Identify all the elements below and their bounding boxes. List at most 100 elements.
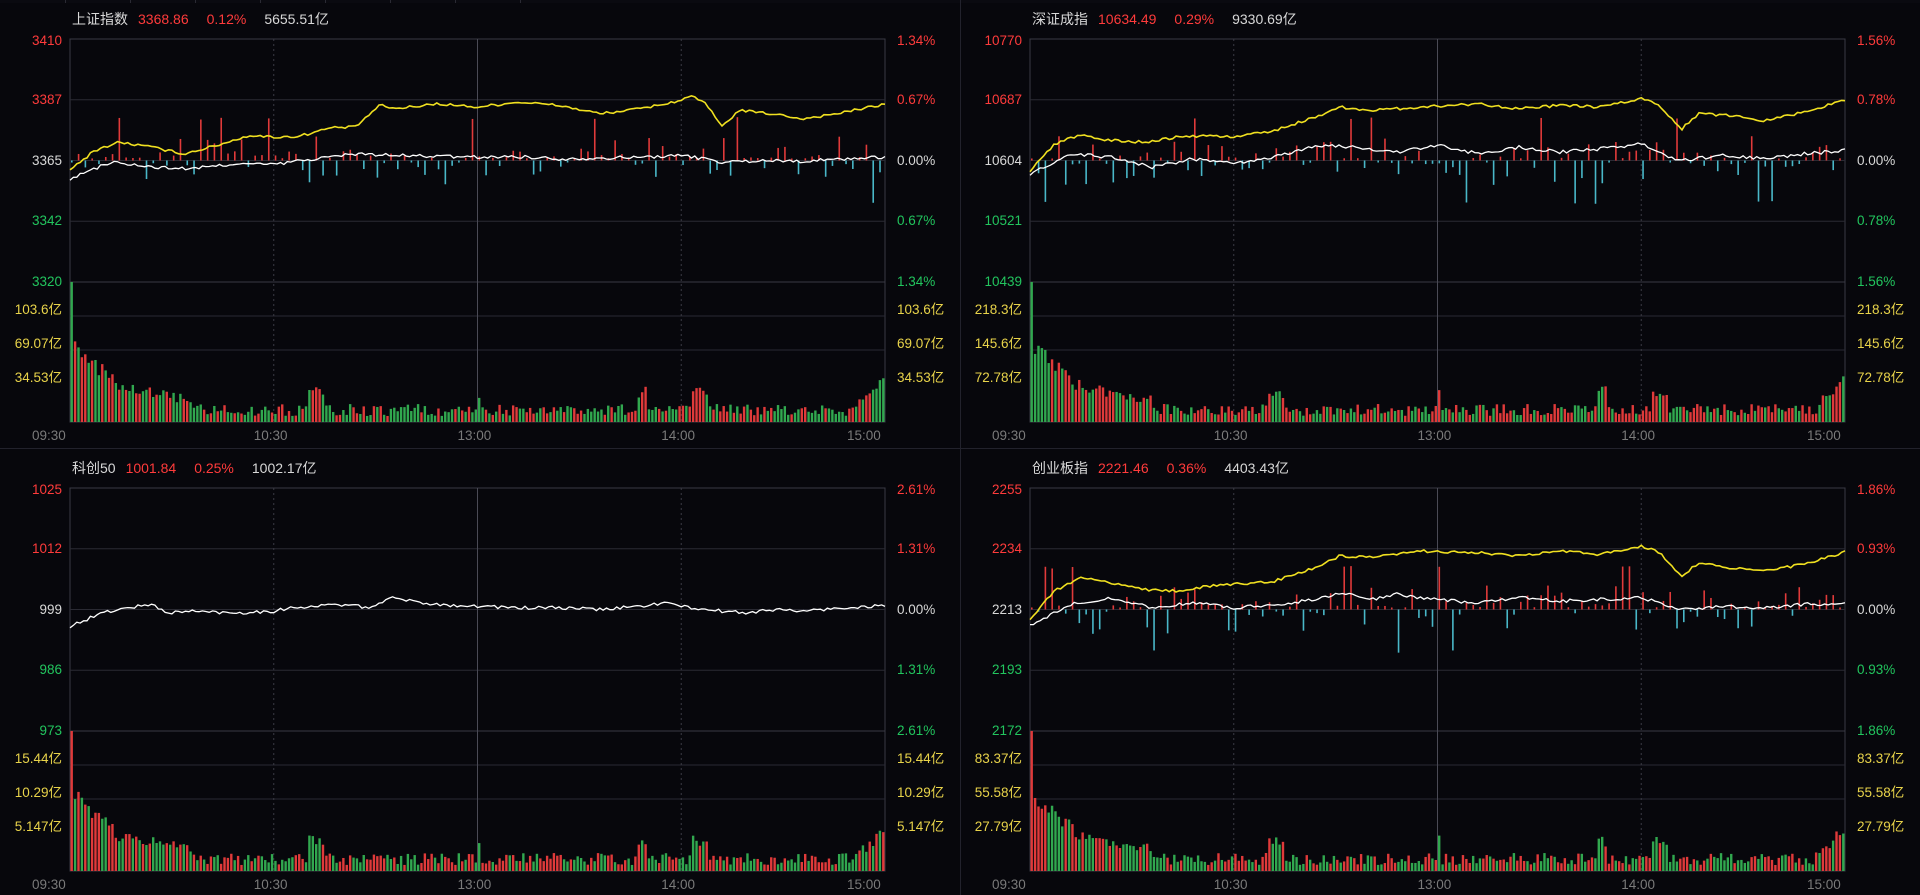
- volume-bar-down: [722, 860, 725, 871]
- volume-bar-down: [474, 409, 477, 422]
- volume-bar-down: [668, 406, 671, 422]
- macd-bar-down: [1309, 609, 1312, 612]
- volume-bar-up: [209, 856, 213, 871]
- price-line-white: [1030, 592, 1846, 626]
- volume-bar-up: [1312, 863, 1315, 871]
- volume-bar-up: [627, 412, 630, 422]
- volume-bar-up: [858, 850, 861, 871]
- macd-bar-up: [546, 157, 549, 161]
- macd-bar-up: [1092, 144, 1094, 161]
- macd-bar-down: [1458, 609, 1461, 615]
- macd-bar-down: [335, 160, 338, 176]
- volume-bar-down: [230, 412, 233, 422]
- volume-bar-down: [664, 853, 668, 871]
- volume-bar-up: [617, 864, 620, 871]
- volume-axis-label: 15.44亿: [14, 751, 62, 766]
- volume-bar-up: [84, 354, 87, 422]
- chart-panel-sz-component[interactable]: 深证成指 10634.49 0.29% 9330.69亿 10770 1.56% 10687…: [960, 0, 1920, 446]
- volume-bar-down: [318, 838, 321, 871]
- volume-bar-down: [1736, 415, 1740, 422]
- macd-bar-up: [587, 151, 589, 161]
- volume-bar-down: [1441, 410, 1444, 422]
- macd-bar-up: [77, 153, 80, 161]
- tab-divider: [130, 0, 131, 3]
- volume-bar-down: [1797, 410, 1801, 422]
- macd-bar-down: [1635, 609, 1638, 630]
- macd-bar-up: [1323, 142, 1325, 161]
- volume-bar-down: [1458, 412, 1461, 422]
- macd-bar-down: [1316, 609, 1318, 614]
- volume-bar-down: [202, 859, 206, 871]
- volume-bar-up: [1427, 853, 1431, 871]
- macd-bar-up: [1547, 585, 1549, 610]
- macd-bar-down: [485, 160, 487, 176]
- volume-bar-down: [1828, 395, 1831, 422]
- volume-bar-down: [94, 360, 97, 422]
- chart-canvas: [69, 487, 886, 872]
- volume-bar-down: [1122, 844, 1125, 871]
- volume-bar-down: [841, 412, 844, 422]
- volume-bar-down: [1672, 854, 1675, 871]
- volume-bar-down: [1220, 859, 1224, 871]
- volume-bar-down: [1366, 855, 1370, 871]
- chart-panel-sh-index[interactable]: 上证指数 3368.86 0.12% 5655.51亿 3410 1.34% 3387 0.6…: [0, 0, 960, 446]
- volume-bar-down: [145, 845, 148, 871]
- volume-bar-up: [698, 387, 702, 422]
- macd-bar-up: [593, 118, 596, 161]
- price-axis-label: 10439: [984, 274, 1022, 289]
- volume-bar-up: [620, 864, 624, 871]
- volume-bar-down: [1275, 837, 1278, 871]
- panel-divider-vertical: [960, 0, 961, 895]
- volume-bar-up: [450, 862, 454, 871]
- price-axis-label: 2255: [991, 482, 1022, 497]
- macd-bar-up: [1031, 158, 1033, 161]
- volume-axis-label-right: 83.37亿: [1857, 751, 1905, 766]
- macd-bar-down: [879, 160, 881, 173]
- volume-bar-down: [1230, 856, 1234, 871]
- index-change-pct: 0.29%: [1174, 11, 1215, 27]
- volume-bar-down: [1207, 409, 1210, 422]
- macd-bar-up: [770, 157, 773, 161]
- volume-bar-up: [1112, 392, 1115, 422]
- volume-bar-down: [1665, 844, 1668, 871]
- volume-bar-up: [1424, 856, 1427, 871]
- volume-bar-up: [1241, 409, 1244, 422]
- macd-bar-down: [1424, 609, 1427, 617]
- volume-bar-up: [1074, 837, 1078, 871]
- volume-bar-down: [1634, 413, 1638, 422]
- volume-bar-up: [1516, 860, 1519, 871]
- volume-bar-down: [389, 858, 393, 871]
- macd-bar-up: [125, 157, 127, 161]
- macd-bar-up: [736, 117, 739, 161]
- volume-bar-up: [467, 854, 471, 871]
- volume-bar-up: [1366, 409, 1370, 422]
- volume-bar-down: [1044, 349, 1047, 422]
- price-line-yellow: [1029, 96, 1846, 173]
- macd-bar-up: [1207, 145, 1210, 161]
- volume-bar-up: [315, 387, 318, 422]
- pct-axis-label: 2.61%: [897, 723, 936, 738]
- volume-bar-up: [1295, 408, 1298, 422]
- volume-bar-up: [573, 408, 576, 422]
- volume-bar-up: [1519, 855, 1522, 871]
- volume-bar-up: [1030, 731, 1033, 871]
- volume-bar-up: [1033, 797, 1037, 871]
- volume-bar-down: [376, 406, 379, 422]
- volume-bar-down: [274, 860, 277, 871]
- price-axis-label: 3410: [31, 33, 62, 48]
- volume-bar-up: [301, 858, 304, 871]
- macd-bar-down: [1248, 160, 1250, 169]
- chart-panel-star50[interactable]: 科创50 1001.84 0.25% 1002.17亿 1025 2.61% 1012 1.3…: [0, 449, 960, 895]
- volume-bar-up: [90, 817, 94, 871]
- macd-bar-up: [1445, 601, 1447, 610]
- volume-bar-up: [236, 855, 240, 871]
- volume-bar-up: [1210, 412, 1213, 422]
- chart-panel-chinext[interactable]: 创业板指 2221.46 0.36% 4403.43亿 2255 1.86% 2234 0.9…: [960, 449, 1920, 895]
- macd-bar-up: [1615, 142, 1617, 161]
- volume-bar-down: [1740, 859, 1743, 871]
- volume-bar-up: [637, 844, 640, 871]
- macd-bar-down: [84, 160, 87, 168]
- volume-bar-up: [1713, 408, 1716, 422]
- volume-bar-down: [1842, 376, 1845, 422]
- volume-bar-up: [1536, 410, 1539, 422]
